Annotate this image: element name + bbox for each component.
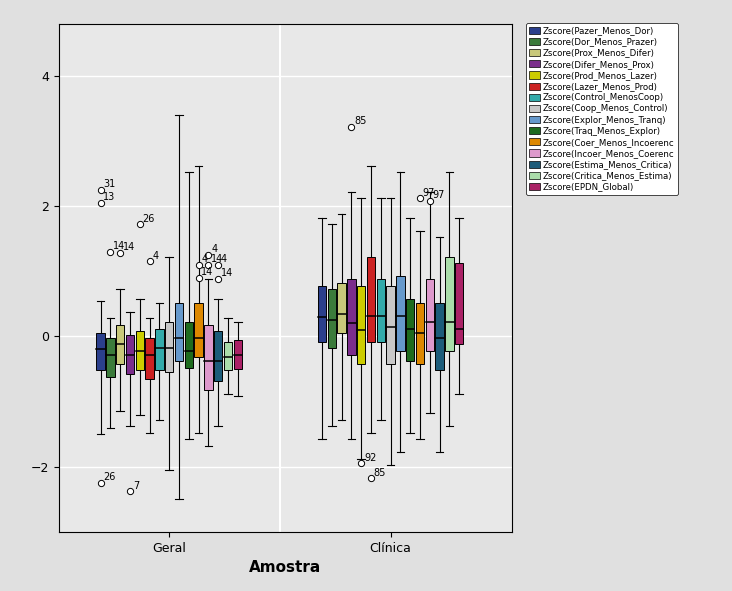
Bar	[135, 331, 144, 371]
Bar	[204, 324, 213, 390]
Bar	[406, 298, 414, 361]
Bar	[347, 279, 356, 355]
Bar	[214, 331, 223, 381]
Bar	[184, 322, 193, 368]
Bar	[195, 303, 203, 358]
Text: 14: 14	[113, 241, 125, 251]
Text: 31: 31	[103, 179, 116, 189]
Bar	[116, 324, 124, 364]
Bar	[318, 285, 326, 342]
Bar	[396, 277, 405, 350]
Text: 7: 7	[132, 481, 139, 491]
Bar	[126, 335, 134, 374]
Bar	[175, 303, 183, 361]
Bar	[97, 333, 105, 371]
Text: 14: 14	[201, 267, 214, 277]
Text: 97: 97	[422, 188, 435, 197]
Bar	[377, 279, 385, 342]
Text: 97: 97	[433, 190, 445, 200]
Text: 92: 92	[364, 453, 376, 463]
Bar	[436, 303, 444, 371]
Text: 4: 4	[211, 244, 217, 254]
Text: 85: 85	[354, 116, 367, 126]
Bar	[146, 337, 154, 379]
Text: 85: 85	[374, 468, 386, 478]
Text: 26: 26	[143, 214, 155, 224]
Bar	[367, 257, 376, 342]
Bar	[416, 303, 425, 364]
Bar	[328, 290, 336, 348]
Text: 4: 4	[201, 254, 207, 264]
Bar	[234, 340, 242, 369]
Bar	[425, 279, 434, 350]
Text: 14: 14	[123, 242, 135, 252]
Text: 14: 14	[221, 268, 234, 278]
Legend: Zscore(Pazer_Menos_Dor), Zscore(Dor_Menos_Prazer), Zscore(Prox_Menos_Difer), Zsc: Zscore(Pazer_Menos_Dor), Zscore(Dor_Meno…	[526, 23, 678, 195]
Text: 4: 4	[221, 254, 227, 264]
Text: 26: 26	[103, 472, 116, 482]
Text: 4: 4	[152, 251, 158, 261]
X-axis label: Amostra: Amostra	[250, 560, 321, 575]
Text: 13: 13	[103, 192, 116, 202]
Bar	[165, 322, 173, 372]
Bar	[155, 329, 164, 371]
Text: 14: 14	[211, 254, 223, 264]
Bar	[337, 283, 346, 333]
Bar	[357, 285, 365, 364]
Bar	[106, 337, 115, 377]
Bar	[445, 257, 454, 350]
Bar	[224, 342, 232, 371]
Bar	[386, 285, 395, 364]
Bar	[455, 264, 463, 344]
